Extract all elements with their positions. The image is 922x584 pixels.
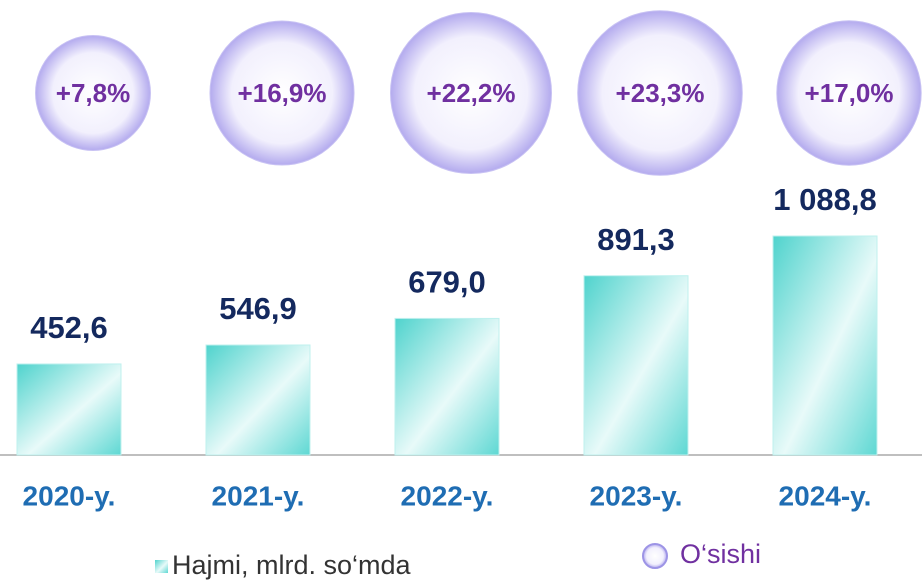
x-tick-label: 2022-y. xyxy=(401,480,494,511)
x-tick-label: 2021-y. xyxy=(212,480,305,511)
growth-bubble xyxy=(209,20,355,166)
bar xyxy=(772,235,878,456)
growth-bubble xyxy=(577,10,743,176)
legend-swatch xyxy=(642,543,668,569)
growth-bubble xyxy=(776,20,922,166)
bar xyxy=(16,363,122,456)
growth-label: +7,8% xyxy=(56,78,130,108)
bar xyxy=(394,317,500,456)
growth-bubble xyxy=(35,35,151,151)
value-label: 679,0 xyxy=(408,265,486,300)
bar xyxy=(583,275,689,456)
value-label: 891,3 xyxy=(597,222,675,257)
value-label: 452,6 xyxy=(30,310,108,345)
legend-label: Hajmi, mlrd. so‘mda xyxy=(172,550,412,580)
x-tick-label: 2024-y. xyxy=(779,480,872,511)
x-tick-label: 2020-y. xyxy=(23,480,116,511)
value-label: 1 088,8 xyxy=(773,182,876,217)
growth-label: +22,2% xyxy=(427,78,516,108)
growth-label: +23,3% xyxy=(616,78,705,108)
bar xyxy=(205,344,311,456)
x-tick-label: 2023-y. xyxy=(590,480,683,511)
legend-label: O‘sishi xyxy=(680,539,761,569)
growth-bubble xyxy=(389,11,553,175)
legend-swatch xyxy=(155,560,168,573)
growth-label: +16,9% xyxy=(238,78,327,108)
growth-label: +17,0% xyxy=(805,78,894,108)
value-label: 546,9 xyxy=(219,291,297,326)
